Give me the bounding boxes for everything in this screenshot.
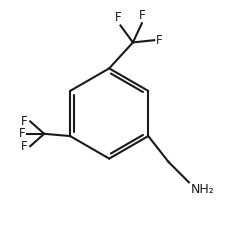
Text: F: F <box>138 9 145 22</box>
Text: F: F <box>21 115 28 128</box>
Text: F: F <box>156 34 163 47</box>
Text: F: F <box>18 127 25 140</box>
Text: NH₂: NH₂ <box>191 183 215 196</box>
Text: F: F <box>114 11 121 24</box>
Text: F: F <box>21 140 28 153</box>
